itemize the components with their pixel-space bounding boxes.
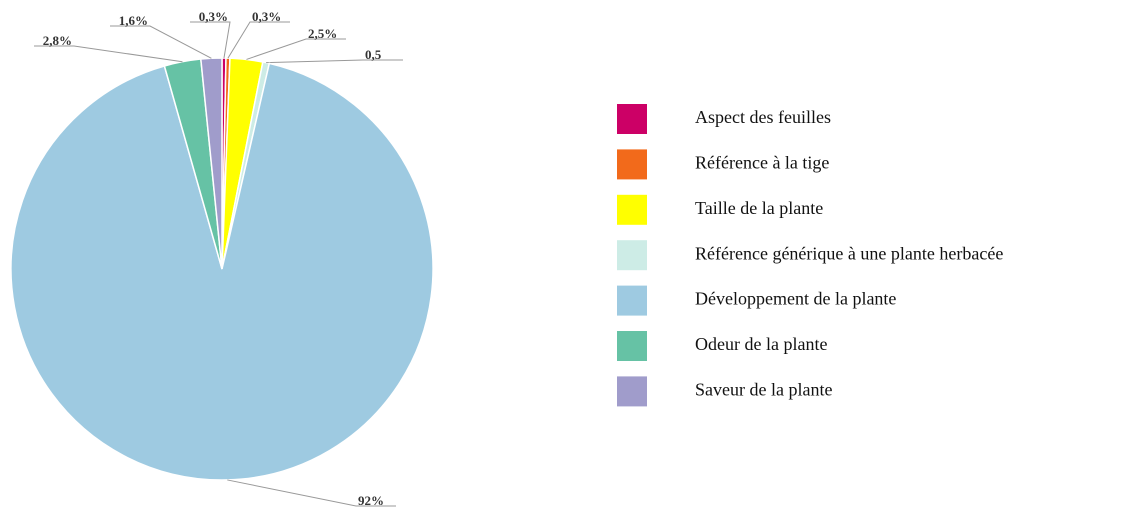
legend-swatch	[617, 240, 647, 271]
leader-line	[34, 45, 183, 63]
legend-swatch	[617, 331, 647, 361]
legend-swatch	[617, 194, 647, 225]
leader-line	[227, 21, 290, 59]
slice-label: 1,6%	[119, 13, 148, 28]
legend-label: Référence générique à une plante herbacé…	[695, 243, 1003, 263]
slice-label: 2,5%	[308, 26, 337, 41]
pie-slice	[200, 57, 223, 270]
slice-label: 2,8%	[43, 33, 72, 48]
legend-swatch	[617, 104, 647, 134]
leader-line	[266, 59, 403, 64]
slice-label: 92%	[358, 493, 384, 508]
pie-slice	[10, 62, 434, 481]
leader-line	[227, 479, 396, 507]
slice-label: 0,5	[365, 47, 382, 62]
legend-swatch	[617, 285, 647, 316]
legend-label: Aspect des feuilles	[695, 107, 831, 127]
leader-line	[110, 25, 212, 59]
legend-label: Taille de la plante	[695, 198, 823, 218]
legend-label: Saveur de la plante	[695, 380, 832, 400]
legend-label: Référence à la tige	[695, 153, 829, 173]
slice-label: 0,3%	[252, 9, 281, 24]
legend-swatch	[617, 376, 647, 407]
leader-line	[246, 38, 346, 60]
slice-label: 0,3%	[199, 9, 228, 24]
leader-line	[190, 21, 231, 59]
legend-swatch	[617, 149, 647, 180]
legend-label: Odeur de la plante	[695, 334, 827, 354]
legend-label: Développement de la plante	[695, 289, 896, 309]
